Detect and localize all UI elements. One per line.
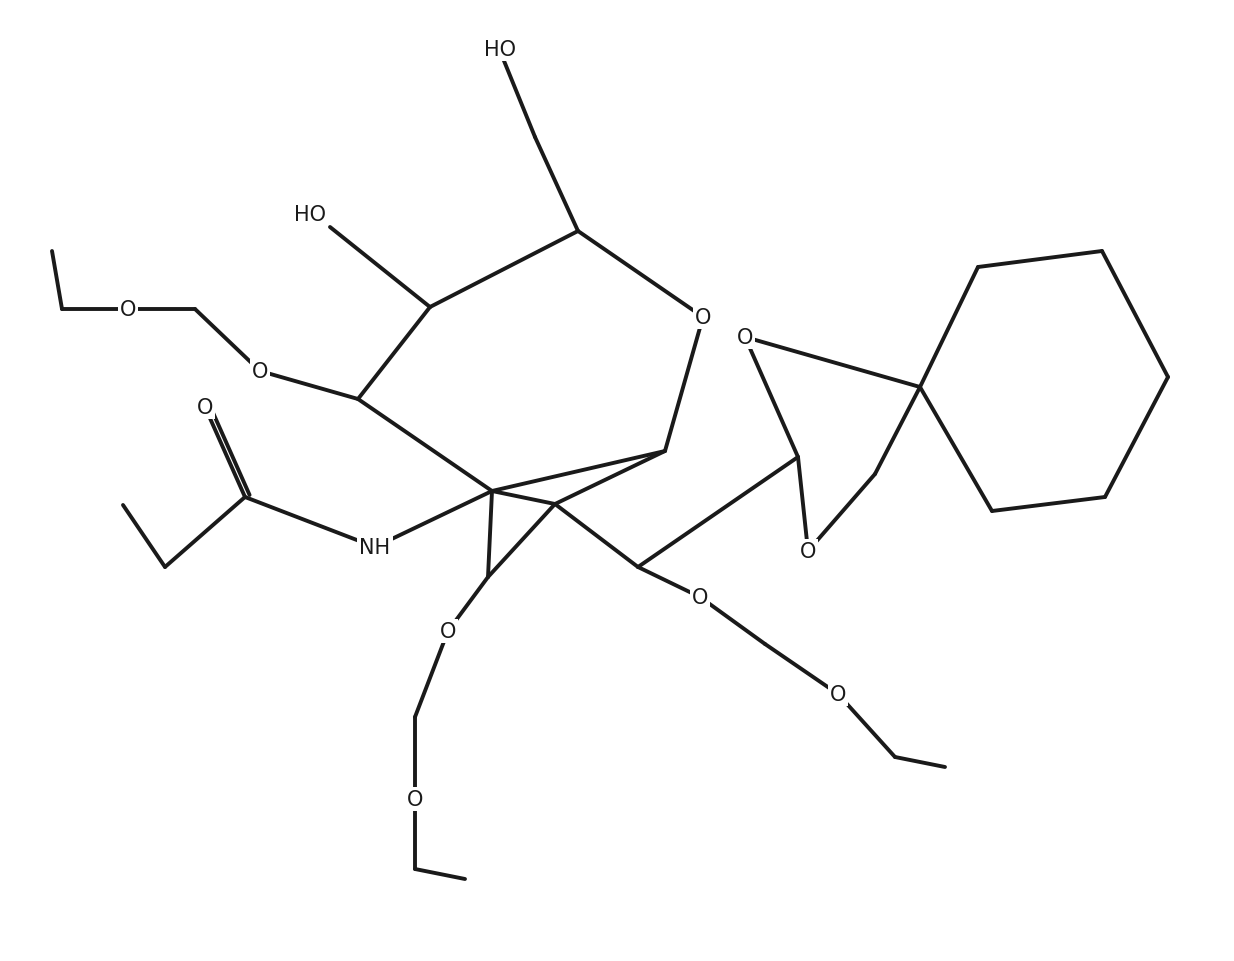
Text: O: O: [692, 587, 708, 607]
Text: HO: HO: [294, 205, 326, 225]
Text: O: O: [695, 308, 711, 328]
Text: O: O: [439, 622, 457, 641]
Text: HO: HO: [484, 40, 516, 60]
Text: NH: NH: [359, 537, 391, 557]
Text: O: O: [407, 789, 423, 809]
Text: O: O: [120, 300, 136, 320]
Text: O: O: [800, 541, 816, 561]
Text: O: O: [252, 361, 268, 382]
Text: O: O: [196, 398, 213, 418]
Text: O: O: [737, 328, 753, 348]
Text: O: O: [829, 684, 847, 704]
